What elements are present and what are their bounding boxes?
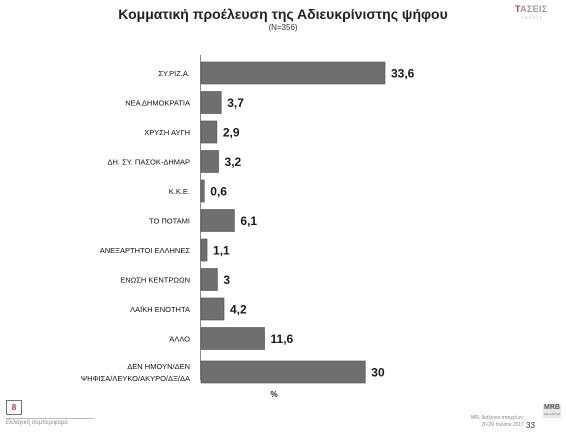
category-label-4: Κ.Κ.Ε. [169,187,190,196]
bar-3 [200,150,219,173]
bar-10 [200,360,366,384]
value-label-4: 0,6 [210,185,227,199]
source-line-1: MR, διάλογοι στοιχείων: [471,415,524,421]
source-line-2: 20-29 Ιουνίου 2017 [481,422,524,428]
bars-group: 33,6 ΣΥ.ΡΙΖ.Α. 3,7 ΝΕΑ ΔΗΜΟΚΡΑΤΙΑ 2,9 ΧΡΥΣΗ Α… [81,61,415,384]
category-label-1: ΝΕΑ ΔΗΜΟΚΡΑΤΙΑ [125,99,190,108]
category-label-6: ΑΝΕΞΑΡΤΗΤΟΙ ΕΛΛΗΝΕΣ [100,246,191,255]
value-label-8: 4,2 [230,303,247,317]
value-label-5: 6,1 [240,214,257,228]
page-number: 33 [526,421,535,430]
value-label-0: 33,6 [391,67,415,81]
mrb-logo-main: MRB [544,404,560,411]
bar-5 [200,209,235,232]
category-label-0: ΣΥ.ΡΙΖ.Α. [158,69,190,78]
value-label-2: 2,9 [223,126,240,140]
value-label-1: 3,7 [227,96,244,110]
category-label-9: ΆΛΛΟ [169,335,190,344]
bar-9 [200,327,265,350]
brand-accent: Τ [515,4,521,14]
bar-2 [200,120,218,144]
brand-name: ΤΑΣΕΙΣ [515,4,547,14]
source-note: MR, διάλογοι στοιχείων: 20-29 Ιουνίου 20… [471,415,524,429]
brand-logo: ΤΑΣΕΙΣ ΤΑΣΕΙΣ [515,4,559,24]
category-label-7: ΕΝΩΣΗ ΚΕΝΤΡΩΩΝ [120,276,190,285]
bar-chart: 33,6 ΣΥ.ΡΙΖ.Α. 3,7 ΝΕΑ ΔΗΜΟΚΡΑΤΙΑ 2,9 ΧΡΥΣΗ Α… [81,55,415,384]
value-label-3: 3,2 [225,155,242,169]
mrb-logo-sub: HELLAS SA [544,412,561,416]
x-axis-label: % [270,390,278,399]
category-label-8: ΛΑΪΚΗ ΕΝΟΤΗΤΑ [130,305,190,314]
value-label-7: 3 [223,273,230,287]
bar-0 [200,61,386,85]
bar-8 [200,297,225,321]
footer-divider [6,418,94,419]
category-label-5: ΤΟ ΠΟΤΑΜΙ [149,217,190,226]
category-label-10: ΔΕΝ ΗΜΟΥΝ/ΔΕΝ ΨΗΦΙΣΑ/ΛΕΥΚΟ/ΑΚΥΡΟ/ΔΞ/ΔΑ [81,362,190,383]
bar-4 [200,179,205,203]
bar-7 [200,268,218,291]
mrb-logo: MRB HELLAS SA [543,404,561,418]
value-label-10: 30 [371,366,385,380]
brand-name-rest: ΑΣΕΙΣ [520,4,548,14]
value-label-9: 11,6 [271,332,294,346]
chart-subtitle: (N=356) [268,23,298,32]
chart-title: Κομματική προέλευση της Αδιευκρίνιστης ψ… [118,6,448,22]
brand-tagline: ΤΑΣΕΙΣ [521,15,544,20]
footer-section-label: Εκλογική συμπεριφορά [6,420,68,426]
page-box: 8 [6,400,22,415]
value-label-6: 1,1 [213,244,230,258]
category-label-3: ΔΗ. ΣΥ. ΠΑΣΟΚ-ΔΗΜΑΡ [107,158,190,167]
category-label-2: ΧΡΥΣΗ ΑΥΓΗ [144,128,190,137]
bar-6 [200,238,208,262]
bar-1 [200,91,222,114]
